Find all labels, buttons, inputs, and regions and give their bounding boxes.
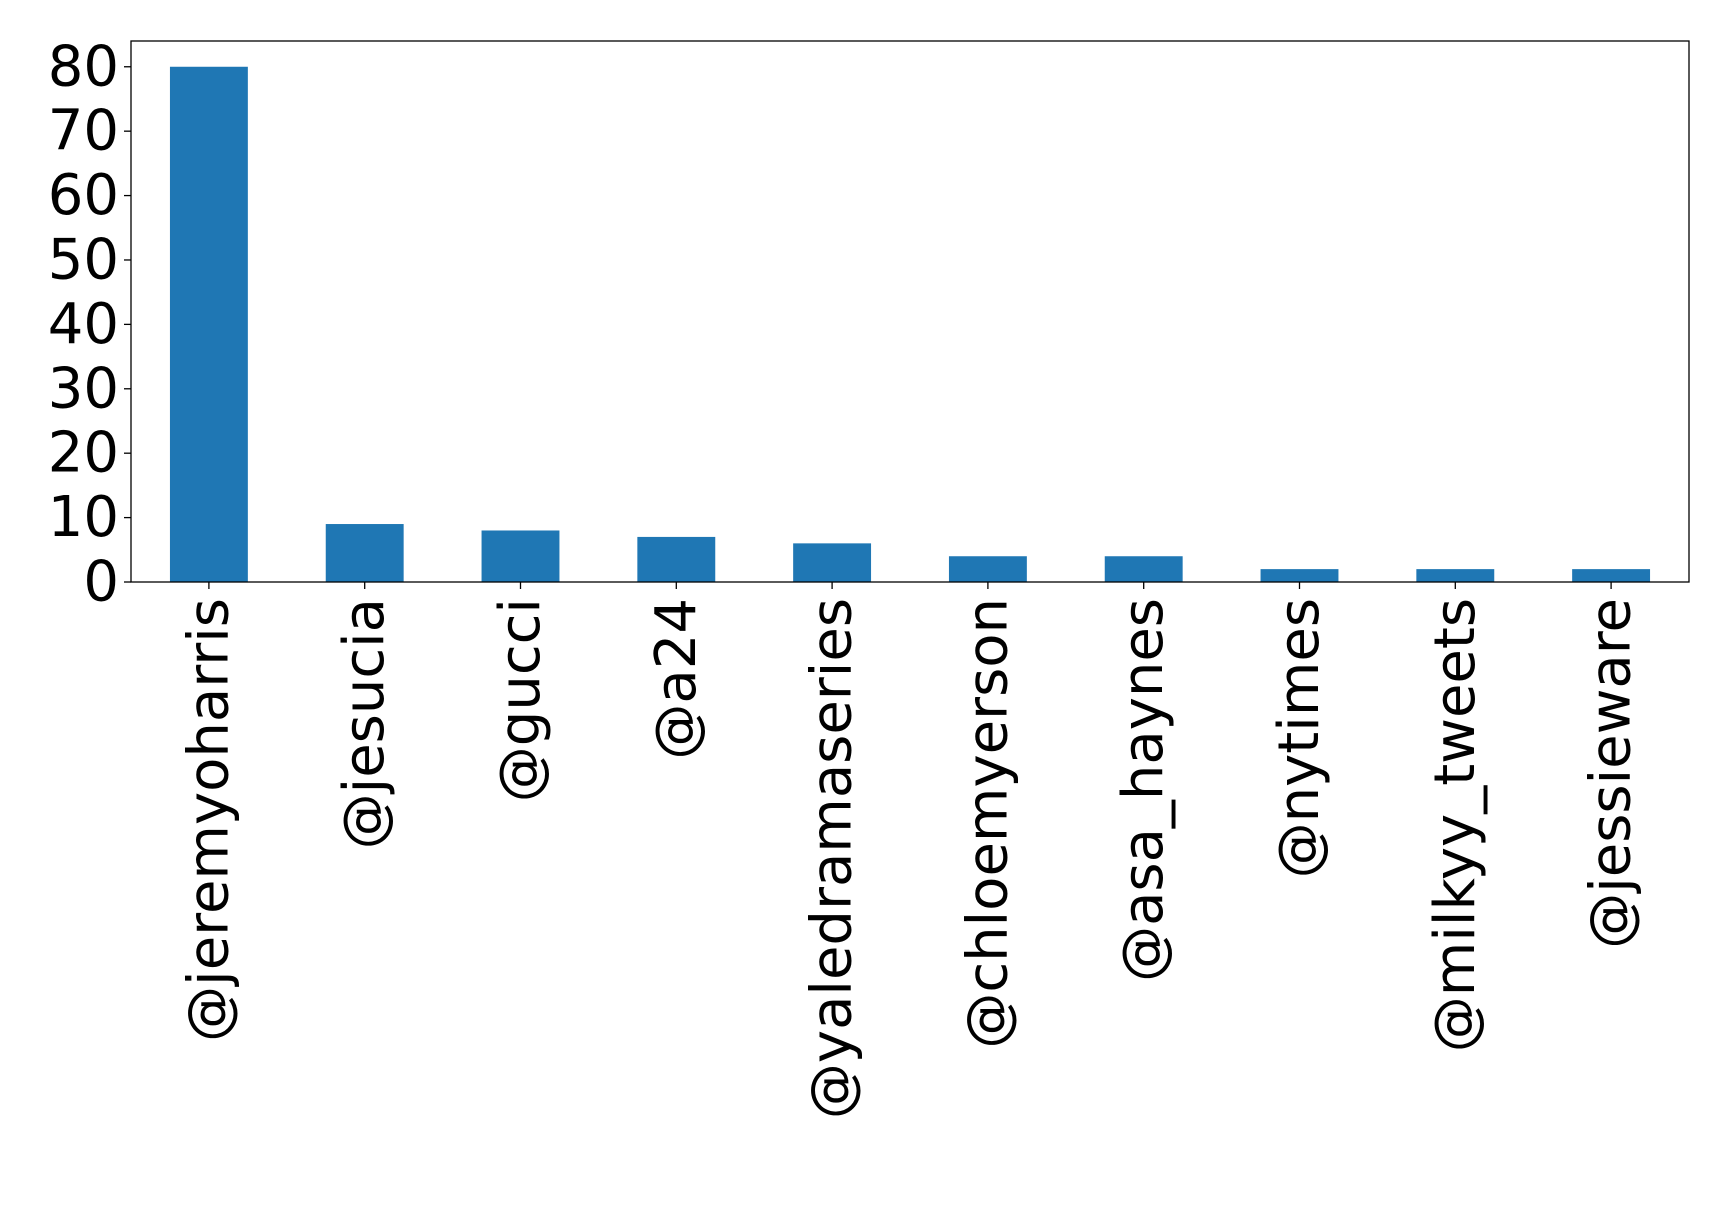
x-tick-label: @yaledramaseries xyxy=(800,598,865,1119)
x-tick-label: @gucci xyxy=(488,598,553,802)
bar xyxy=(481,530,560,582)
y-tick-label: 70 xyxy=(48,99,119,164)
bar xyxy=(637,536,716,582)
bar xyxy=(169,66,248,582)
x-tick-label: @a24 xyxy=(644,598,709,760)
x-tick-label: @jesucia xyxy=(332,598,397,849)
x-tick-label: @nytimes xyxy=(1267,598,1332,878)
y-tick-label: 40 xyxy=(48,292,119,357)
x-axis: @jeremyoharris @jesucia @gucci @a24 @yaledra… xyxy=(176,582,1644,1119)
bar xyxy=(948,556,1027,582)
x-tick-label: @chloemyerson xyxy=(955,598,1020,1049)
y-tick-label: 60 xyxy=(48,163,119,228)
y-tick-label: 0 xyxy=(83,550,119,615)
x-tick-label: @jessieware xyxy=(1579,598,1644,949)
y-tick-label: 30 xyxy=(48,356,119,421)
bar xyxy=(325,524,404,582)
y-tick-label: 20 xyxy=(48,421,119,486)
y-tick-label: 80 xyxy=(48,34,119,99)
bar xyxy=(1104,556,1183,582)
x-tick-label: @milkyy_tweets xyxy=(1423,598,1488,1052)
bar xyxy=(793,543,872,582)
bar xyxy=(1572,569,1651,582)
y-tick-label: 50 xyxy=(48,227,119,292)
bars-group xyxy=(169,66,1651,582)
bar xyxy=(1260,569,1339,582)
y-tick-label: 10 xyxy=(48,485,119,550)
bar xyxy=(1416,569,1495,582)
x-tick-label: @asa_haynes xyxy=(1111,598,1176,982)
plot-frame xyxy=(130,40,1690,583)
x-tick-label: @jeremyoharris xyxy=(176,598,241,1042)
